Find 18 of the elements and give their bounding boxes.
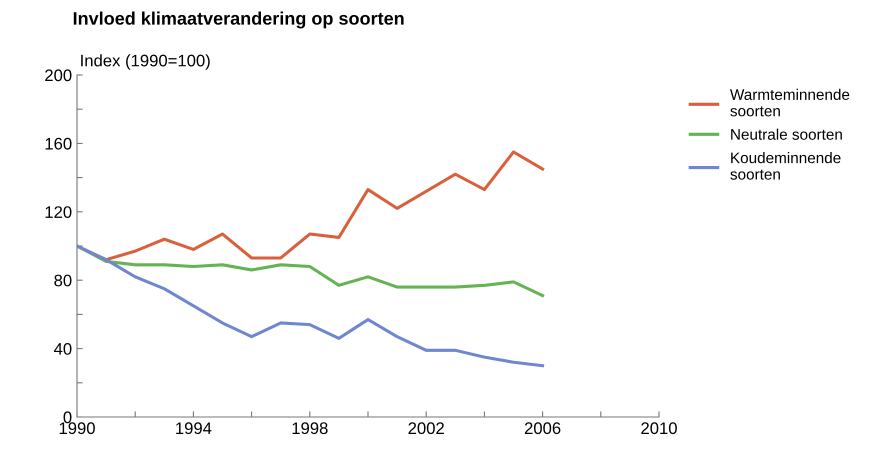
- legend-label: Neutrale soorten: [731, 128, 842, 140]
- x-tick-label: 2002: [408, 422, 444, 434]
- y-tick-label: 0: [64, 411, 72, 424]
- chart-title: Invloed klimaatverandering op soorten: [74, 12, 404, 28]
- y-tick-label: 200: [45, 69, 72, 82]
- legend-label: Koudeminnende soorten: [730, 152, 841, 180]
- legend-label: Warmteminnende soorten: [730, 88, 850, 116]
- line-series: [77, 244, 544, 368]
- x-tick-label: 1994: [176, 422, 212, 434]
- x-tick-label: 2006: [524, 422, 560, 434]
- y-tick-label: 40: [54, 343, 72, 355]
- y-tick-label: 80: [54, 274, 72, 286]
- y-tick-label: 120: [46, 206, 72, 218]
- y-axis-title: Index (1990=100): [81, 54, 210, 70]
- y-tick-label: 160: [46, 138, 72, 150]
- x-tick-label: 2010: [641, 422, 677, 434]
- x-tick-label: 1990: [60, 422, 95, 434]
- x-tick-label: 1998: [292, 422, 328, 434]
